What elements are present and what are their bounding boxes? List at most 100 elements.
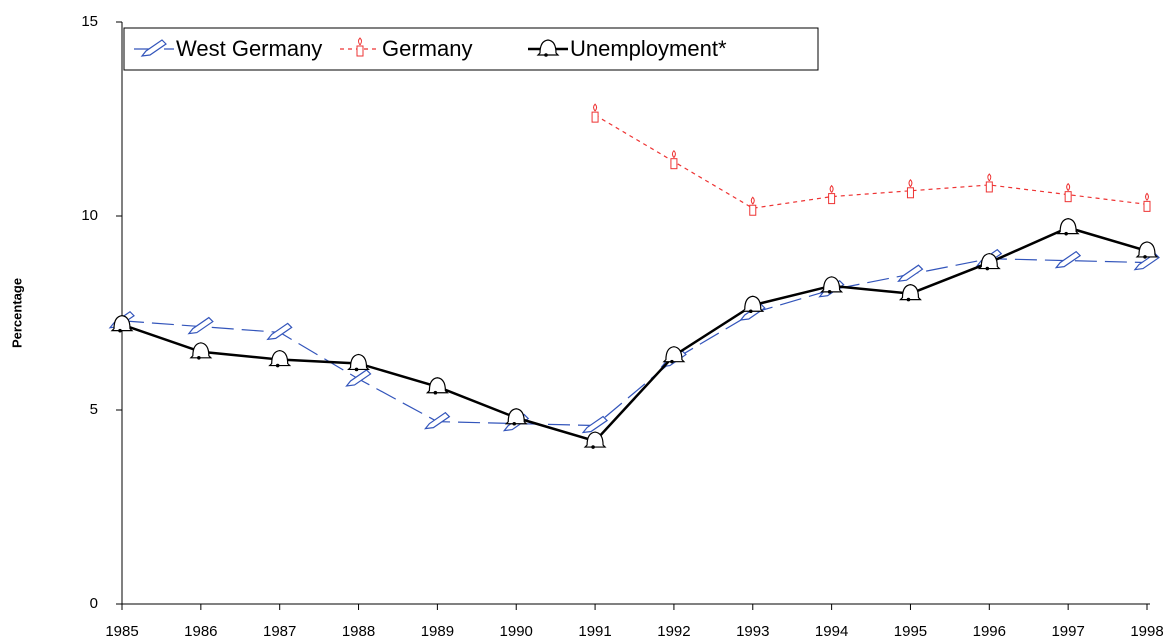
marker: [345, 369, 372, 387]
marker-shape: [536, 39, 560, 56]
marker-shape: [110, 315, 134, 332]
marker-dot: [1064, 231, 1068, 236]
x-tick-label: 1998: [1130, 623, 1163, 640]
marker-shape: [828, 193, 836, 205]
marker: [347, 353, 370, 372]
marker-shape: [1135, 241, 1159, 258]
marker-shape: [1064, 191, 1072, 203]
marker-dot: [512, 421, 517, 426]
x-tick-label: 1989: [421, 623, 454, 640]
marker-dot: [985, 266, 990, 271]
marker-dot: [906, 297, 911, 302]
x-tick-label: 1995: [894, 623, 927, 640]
marker-shape: [749, 204, 757, 216]
marker-dot: [197, 356, 201, 360]
marker-shape: [591, 111, 599, 123]
marker-shape: [581, 415, 609, 434]
marker: [425, 377, 449, 395]
x-tick-label: 1997: [1051, 623, 1084, 640]
x-tick-label: 1990: [500, 623, 533, 640]
marker: [268, 349, 292, 368]
x-tick-label: 1988: [342, 623, 375, 640]
marker: [749, 196, 757, 216]
marker-shape: [356, 45, 364, 57]
marker: [1064, 182, 1072, 203]
marker: [977, 252, 1001, 271]
marker-dot: [1143, 255, 1147, 259]
marker: [140, 39, 167, 57]
marker-flame: [358, 37, 362, 46]
marker-shape: [906, 187, 914, 199]
marker-shape: [670, 158, 678, 170]
marker-shape: [583, 431, 607, 448]
legend-label: Unemployment*: [570, 36, 727, 61]
marker: [741, 295, 765, 314]
marker-flame: [908, 179, 913, 188]
marker: [1143, 192, 1151, 212]
marker: [581, 415, 609, 434]
marker-shape: [187, 316, 214, 335]
marker: [820, 276, 844, 294]
series-line: [594, 114, 1148, 209]
marker-dot: [827, 290, 832, 294]
marker: [536, 39, 560, 57]
marker-shape: [140, 39, 167, 57]
marker-shape: [899, 283, 922, 301]
marker-dot: [748, 309, 753, 314]
marker: [423, 411, 451, 430]
marker: [110, 315, 134, 333]
legend-item: West Germany: [134, 36, 322, 61]
marker-flame: [829, 184, 834, 193]
marker: [897, 264, 924, 282]
marker: [504, 408, 528, 426]
marker: [356, 37, 364, 57]
marker-shape: [897, 264, 924, 282]
marker-dot: [433, 390, 438, 395]
marker: [187, 316, 214, 335]
y-tick-label: 0: [90, 595, 98, 612]
marker: [1135, 241, 1159, 259]
marker-shape: [741, 295, 765, 312]
y-tick-label: 5: [90, 401, 98, 418]
marker: [189, 342, 213, 360]
x-tick-label: 1996: [973, 623, 1006, 640]
series-line: [121, 226, 1148, 443]
marker-shape: [662, 346, 686, 363]
x-tick-label: 1992: [657, 623, 690, 640]
marker-flame: [593, 103, 598, 112]
x-tick-label: 1987: [263, 623, 296, 640]
series-line: [121, 258, 1148, 427]
marker: [906, 179, 914, 199]
marker: [1056, 218, 1080, 236]
marker-shape: [504, 408, 528, 425]
marker-dot: [118, 328, 122, 333]
x-tick-label: 1993: [736, 623, 769, 640]
marker-shape: [423, 411, 451, 430]
marker-shape: [345, 369, 372, 387]
legend-label: Germany: [382, 36, 472, 61]
x-tick-label: 1994: [815, 623, 848, 640]
marker-dot: [591, 445, 595, 449]
marker-shape: [425, 377, 449, 394]
marker: [662, 346, 686, 364]
x-tick-label: 1985: [105, 623, 138, 640]
legend-box: [123, 27, 819, 71]
marker-flame: [671, 149, 676, 158]
marker-flame: [1145, 192, 1149, 201]
marker-flame: [750, 196, 755, 205]
marker-shape: [266, 322, 293, 341]
marker: [985, 173, 993, 193]
marker-flame: [1066, 182, 1071, 191]
marker: [266, 322, 293, 341]
marker: [670, 149, 678, 170]
legend-label: West Germany: [176, 36, 322, 61]
marker-dot: [670, 359, 674, 364]
marker: [583, 431, 607, 449]
marker-shape: [1133, 252, 1160, 271]
marker: [828, 184, 836, 205]
marker: [1054, 250, 1082, 269]
y-tick-label: 15: [81, 13, 98, 30]
marker-shape: [1056, 218, 1080, 235]
marker-shape: [977, 252, 1001, 270]
